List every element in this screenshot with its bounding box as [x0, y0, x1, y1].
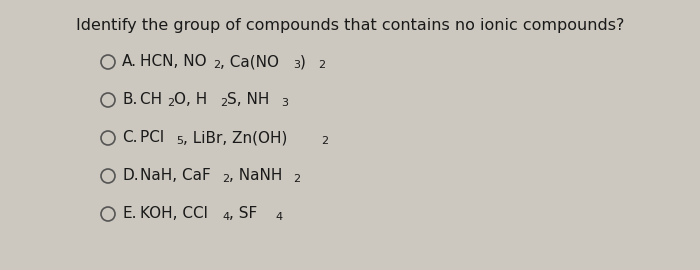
Text: Identify the group of compounds that contains no ionic compounds?: Identify the group of compounds that con…: [76, 18, 624, 33]
Text: , SF: , SF: [229, 207, 262, 221]
Text: NaH, CaF: NaH, CaF: [140, 168, 216, 184]
Text: 4: 4: [223, 212, 230, 222]
Text: O, H: O, H: [174, 93, 212, 107]
Text: , LiBr, Zn(OH): , LiBr, Zn(OH): [183, 130, 293, 146]
Text: CH: CH: [140, 93, 167, 107]
Text: E.: E.: [122, 207, 136, 221]
Text: D.: D.: [122, 168, 139, 184]
Text: C.: C.: [122, 130, 137, 146]
Text: PCl: PCl: [140, 130, 169, 146]
Text: HCN, NO: HCN, NO: [140, 55, 211, 69]
Text: 2: 2: [293, 174, 300, 184]
Text: 2: 2: [214, 60, 220, 70]
Text: B.: B.: [122, 93, 137, 107]
Text: S, NH: S, NH: [227, 93, 274, 107]
Text: 3: 3: [281, 98, 288, 108]
Text: , NaNH: , NaNH: [229, 168, 288, 184]
Text: 2: 2: [167, 98, 174, 108]
Text: A.: A.: [122, 55, 137, 69]
Text: 2: 2: [321, 136, 328, 146]
Text: 3: 3: [293, 60, 300, 70]
Text: 5: 5: [176, 136, 183, 146]
Text: ): ): [300, 55, 311, 69]
Text: KOH, CCl: KOH, CCl: [140, 207, 213, 221]
Text: 2: 2: [223, 174, 230, 184]
Text: , Ca(NO: , Ca(NO: [220, 55, 284, 69]
Text: 2: 2: [220, 98, 227, 108]
Text: 2: 2: [318, 60, 326, 70]
Text: 4: 4: [275, 212, 282, 222]
